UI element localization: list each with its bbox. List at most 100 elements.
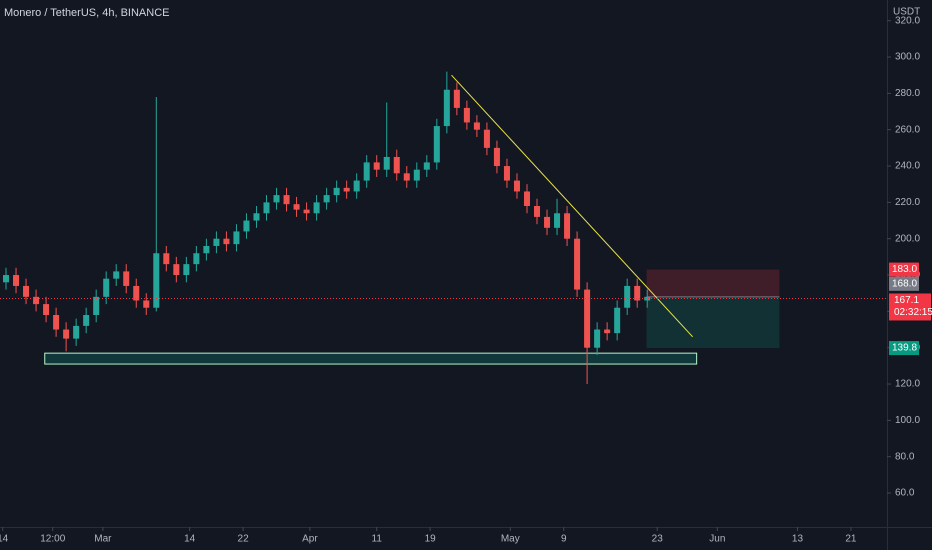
y-tick-label: 120.0 [895, 379, 920, 390]
candle-body [163, 253, 170, 265]
candle-body [273, 195, 280, 203]
candle-body [403, 173, 410, 181]
candle-body [223, 238, 230, 245]
candle-body [93, 296, 100, 316]
target-label-bg [889, 341, 919, 356]
candle-body [43, 304, 50, 316]
candle-body [193, 253, 200, 265]
candle-body [283, 195, 290, 205]
x-tick-label: Mar [94, 534, 112, 545]
y-tick-label: 200.0 [895, 233, 920, 244]
countdown-label: 02:32:15 [894, 307, 932, 318]
candle-body [383, 156, 390, 170]
candle-body [233, 231, 240, 245]
last-price-label: 167.1 [894, 295, 919, 306]
stop-zone [646, 269, 780, 297]
y-axis-label: USDT [893, 7, 920, 18]
candle-body [393, 156, 400, 174]
candle-body [584, 289, 591, 348]
chart-title: Monero / TetherUS, 4h, BINANCE [4, 7, 169, 19]
candle-body [614, 307, 621, 334]
candle-body [143, 300, 150, 308]
candle-body [63, 329, 70, 339]
candle-body [353, 180, 360, 192]
x-tick-label: 11 [372, 534, 383, 545]
candle-body [564, 213, 571, 239]
candle-body [443, 89, 450, 127]
candle-body [263, 202, 270, 214]
candle-body [133, 285, 140, 301]
candle-body [3, 275, 10, 283]
y-tick-label: 280.0 [895, 88, 920, 99]
x-tick-label: May [501, 534, 520, 545]
support-zone [44, 352, 698, 365]
x-tick-label: 19 [425, 534, 437, 545]
candle-body [183, 264, 190, 276]
candle-body [343, 187, 350, 192]
candle-body [313, 202, 320, 214]
candle-body [83, 315, 90, 326]
candle-body [33, 296, 40, 305]
x-tick-label: Apr [302, 534, 318, 545]
candle-body [634, 285, 641, 301]
candle-body [243, 220, 250, 232]
candle-body [493, 147, 500, 167]
candle-body [213, 238, 220, 246]
candle-body [203, 245, 210, 254]
entry-label: 168.0 [892, 278, 917, 289]
x-tick-label: 21 [845, 534, 857, 545]
candle-body [523, 191, 530, 207]
y-tick-label: 320.0 [895, 15, 920, 26]
x-tick-label: 12:00 [40, 534, 65, 545]
candle-body [433, 126, 440, 163]
candle-body [604, 329, 611, 334]
candle-body [363, 162, 370, 181]
candle-body [293, 204, 300, 210]
candle-body [13, 275, 20, 286]
y-tick-label: 260.0 [895, 124, 920, 135]
candle-body [423, 162, 430, 170]
candle-body [413, 169, 420, 181]
candle-body [173, 264, 180, 276]
x-tick-label: 14 [184, 534, 196, 545]
candle-body [253, 213, 260, 221]
candle-body [483, 129, 490, 148]
candle-body [123, 271, 130, 286]
y-tick-label: 220.0 [895, 197, 920, 208]
x-tick-label: 14 [0, 534, 9, 545]
candle-body [23, 285, 30, 297]
candle-body [453, 89, 460, 108]
entry-label-bg [889, 276, 919, 291]
candle-body [333, 187, 340, 196]
candle-body [103, 278, 110, 297]
candle-body [303, 209, 310, 214]
candle-body [373, 162, 380, 170]
plot-area [0, 71, 887, 385]
target-label: 139.8 [892, 343, 917, 354]
x-tick-label: 13 [792, 534, 804, 545]
candle-body [463, 107, 470, 123]
last-price-bg [889, 293, 931, 321]
candle-body [554, 213, 561, 228]
y-tick-label: 100.0 [895, 415, 920, 426]
candle-body [473, 122, 480, 130]
stop-label: 183.0 [892, 264, 917, 275]
candle-body [323, 195, 330, 203]
candle-body [594, 329, 601, 348]
candle-body [544, 216, 551, 228]
x-tick-label: 22 [238, 534, 250, 545]
candle-body [73, 325, 80, 339]
candle-body [153, 253, 160, 308]
candle-body [513, 180, 520, 192]
candle-body [534, 206, 541, 217]
y-tick-label: 60.0 [895, 488, 915, 499]
target-zone [646, 296, 780, 349]
candle-body [644, 296, 651, 301]
y-tick-label: 300.0 [895, 52, 920, 63]
y-tick-label: 80.0 [895, 451, 915, 462]
x-tick-label: 23 [652, 534, 664, 545]
x-tick-label: 9 [561, 534, 567, 545]
